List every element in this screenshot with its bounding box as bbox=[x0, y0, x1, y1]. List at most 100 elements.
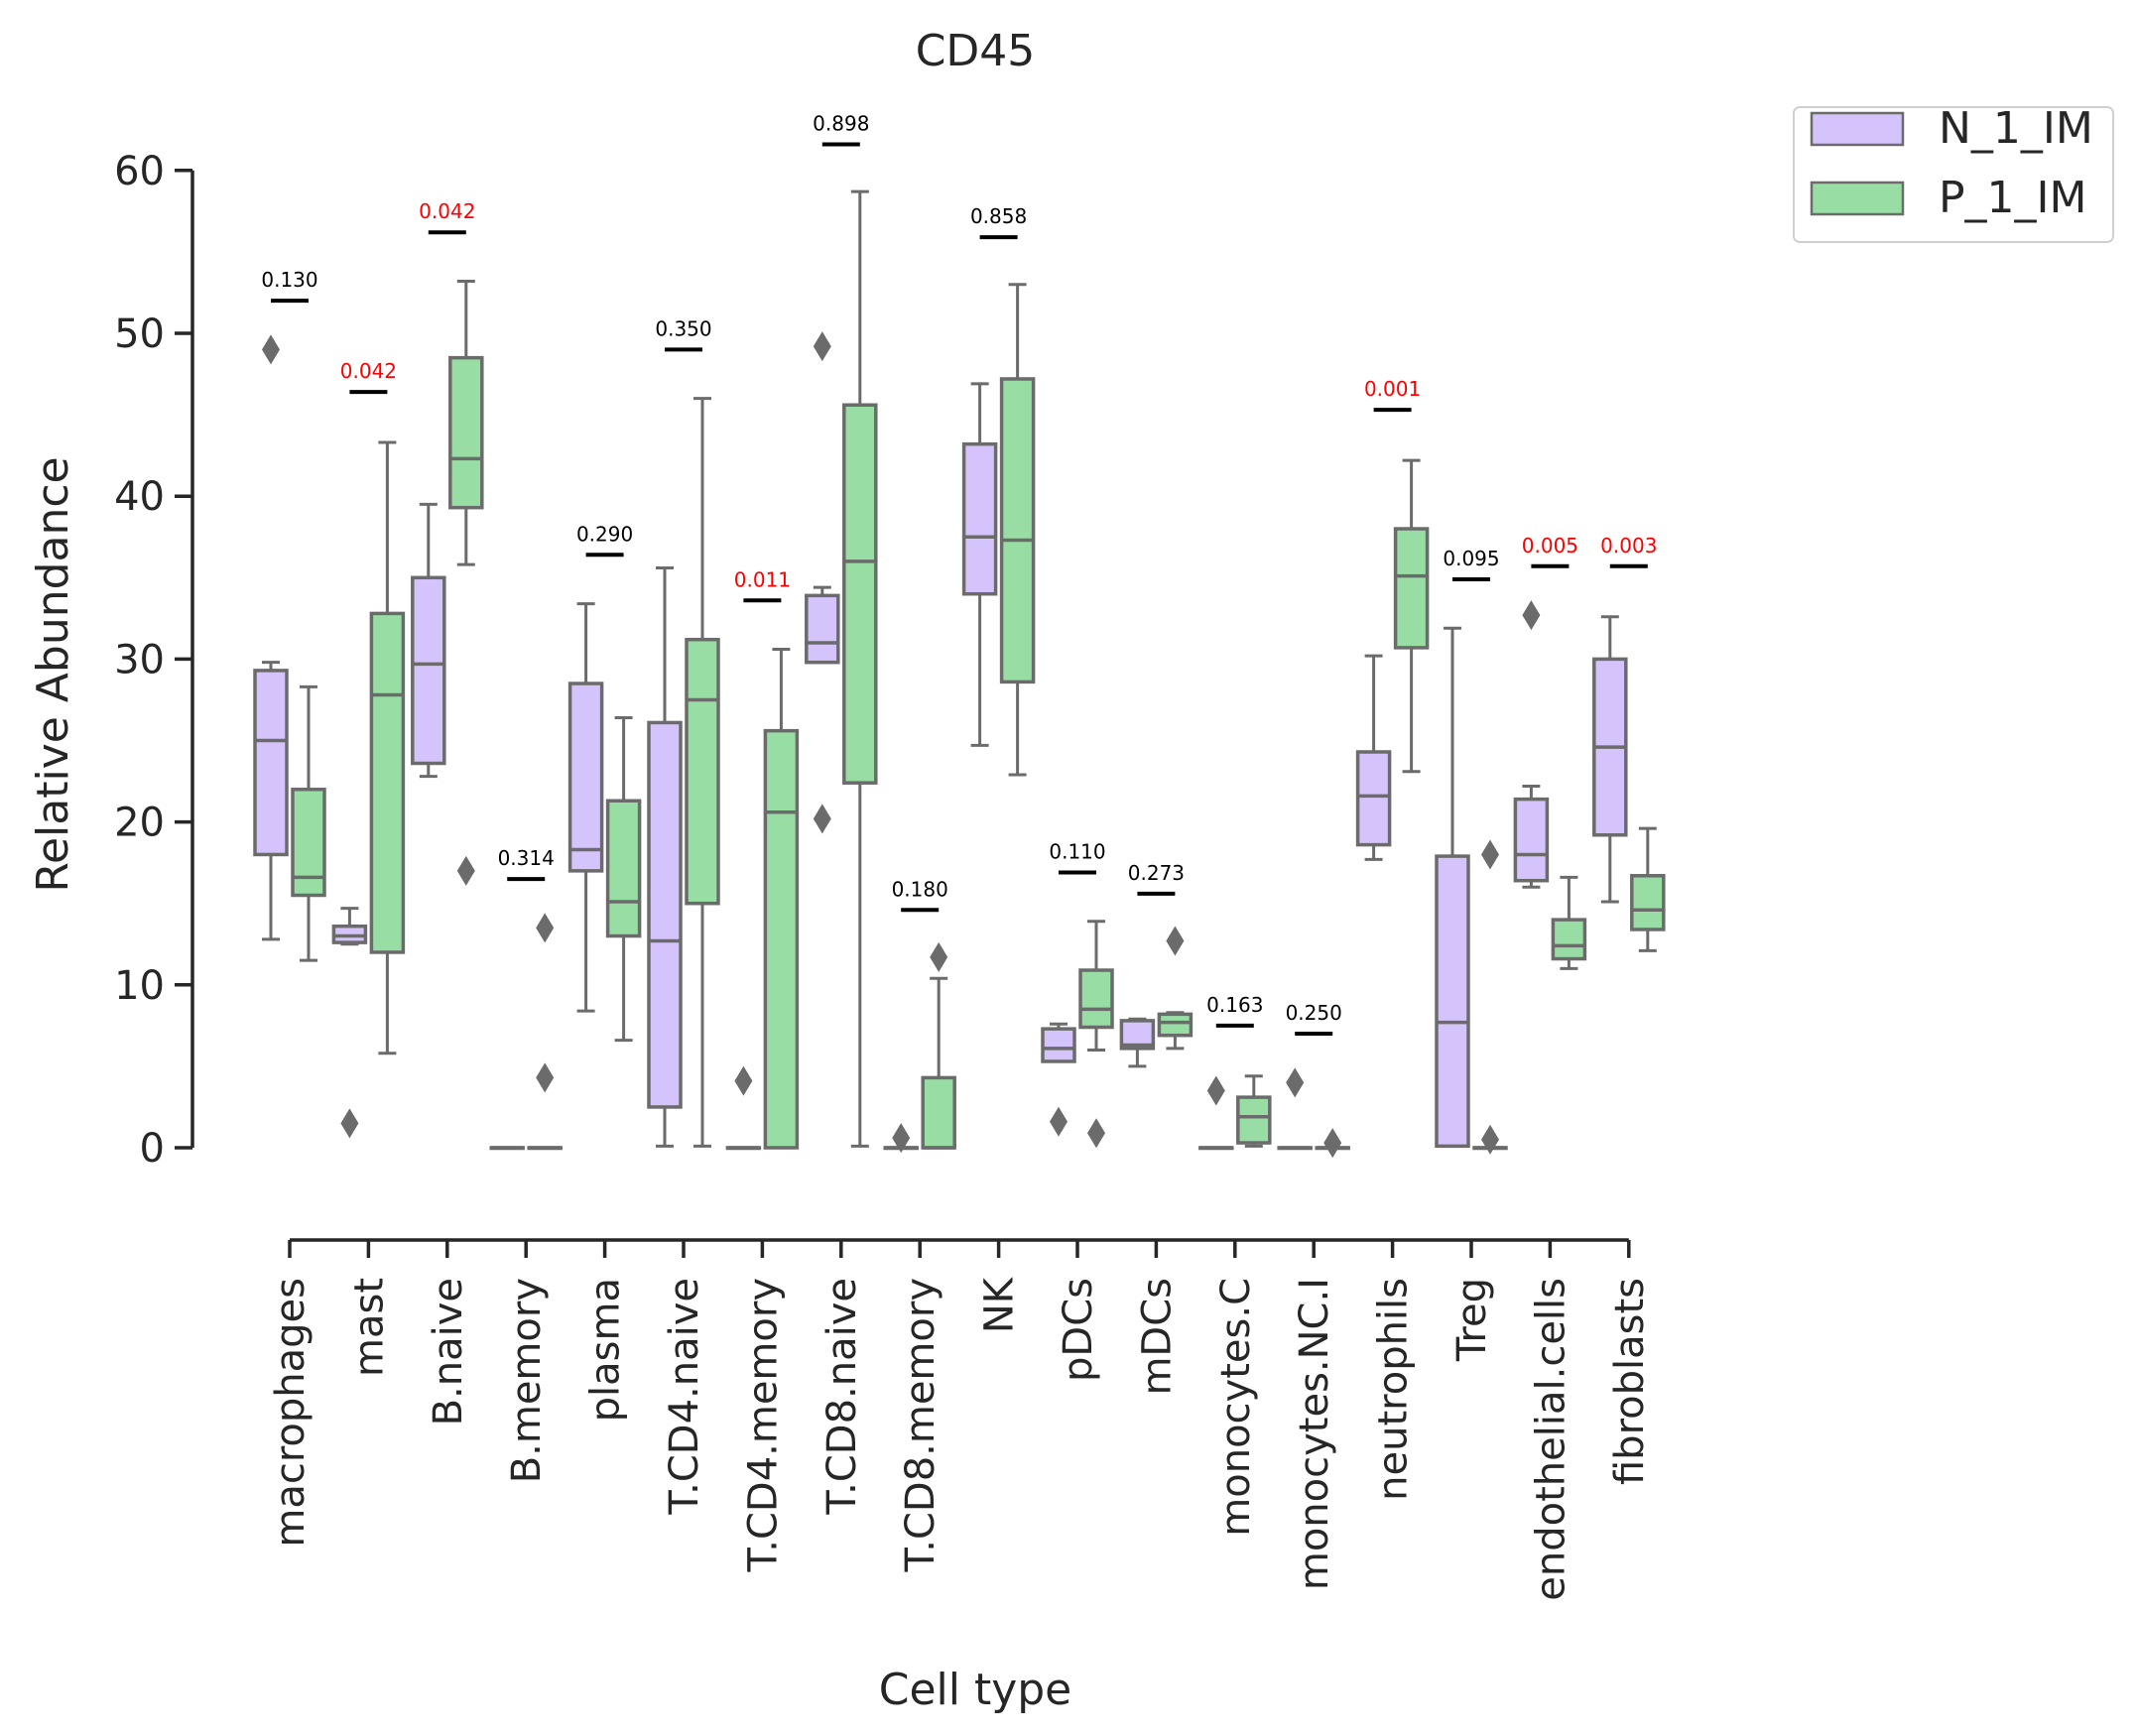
x-tick-label-mDCs: mDCs bbox=[1134, 1278, 1180, 1396]
box-P_1_IM-T.CD4.naive bbox=[685, 397, 720, 1148]
box-iqr bbox=[605, 799, 642, 938]
x-tick-label-neutrophils: neutrophils bbox=[1371, 1278, 1417, 1501]
pvalue-label-plasma: 0.290 bbox=[576, 522, 633, 546]
outlier-0 bbox=[1050, 1106, 1068, 1137]
pvalue-label-monocytes.NC.I: 0.250 bbox=[1286, 1001, 1342, 1025]
pvalue-label-fibroblasts: 0.003 bbox=[1600, 534, 1657, 558]
y-tick-label-30: 30 bbox=[114, 637, 165, 682]
pvalue-label-B.naive: 0.042 bbox=[419, 199, 475, 223]
outlier-1 bbox=[813, 804, 831, 834]
pvalue-label-neutrophils: 0.001 bbox=[1364, 377, 1421, 401]
outlier-0 bbox=[536, 913, 555, 943]
x-tick-label-T.CD4.memory: T.CD4.memory bbox=[740, 1278, 786, 1572]
pvalue-label-monocytes.C: 0.163 bbox=[1206, 993, 1263, 1017]
outlier-0 bbox=[892, 1123, 911, 1154]
box-iqr bbox=[1236, 1095, 1272, 1145]
x-tick-label-B.naive: B.naive bbox=[426, 1278, 471, 1426]
box-P_1_IM-NK bbox=[999, 283, 1036, 777]
legend-label-p1im: P_1_IM bbox=[1939, 173, 2086, 223]
outlier-0 bbox=[456, 855, 475, 886]
box-iqr bbox=[1078, 968, 1114, 1030]
box-N_1_IM-T.CD4.naive bbox=[647, 565, 683, 1148]
box-P_1_IM-fibroblasts bbox=[1630, 826, 1666, 952]
outlier-0 bbox=[1286, 1067, 1305, 1098]
box-N_1_IM-fibroblasts bbox=[1592, 615, 1628, 904]
pvalue-label-endothelial.cells: 0.005 bbox=[1522, 534, 1578, 558]
box-P_1_IM-Treg bbox=[1472, 839, 1508, 1155]
x-tick-label-Treg: Treg bbox=[1449, 1278, 1495, 1362]
box-P_1_IM-B.memory bbox=[527, 913, 563, 1151]
x-tick-label-pDCs: pDCs bbox=[1056, 1278, 1101, 1382]
outlier-0 bbox=[1206, 1075, 1225, 1106]
x-tick-label-plasma: plasma bbox=[583, 1278, 629, 1422]
pvalue-label-pDCs: 0.110 bbox=[1049, 840, 1105, 864]
x-axis-title: Cell type bbox=[879, 1665, 1072, 1715]
box-iqr bbox=[685, 637, 720, 906]
box-P_1_IM-T.CD8.naive bbox=[842, 189, 878, 1148]
box-iqr bbox=[999, 377, 1036, 684]
legend: N_1_IM P_1_IM bbox=[1793, 103, 2114, 243]
box-N_1_IM-mast bbox=[331, 907, 368, 1139]
box-N_1_IM-endothelial.cells bbox=[1513, 600, 1550, 889]
box-P_1_IM-mast bbox=[369, 440, 406, 1055]
y-tick-label-40: 40 bbox=[114, 474, 165, 520]
outlier-0 bbox=[1323, 1128, 1342, 1159]
box-iqr bbox=[961, 441, 998, 596]
box-P_1_IM-T.CD4.memory bbox=[763, 648, 800, 1150]
box-N_1_IM-B.naive bbox=[411, 502, 446, 779]
pvalue-label-Treg: 0.095 bbox=[1443, 547, 1499, 570]
box-N_1_IM-NK bbox=[961, 382, 998, 747]
box-N_1_IM-T.CD8.naive bbox=[805, 331, 840, 834]
outlier-0 bbox=[930, 941, 948, 972]
box-P_1_IM-mDCs bbox=[1157, 926, 1194, 1051]
x-tick-label-monocytes.NC.I: monocytes.NC.I bbox=[1292, 1278, 1337, 1590]
outlier-1 bbox=[536, 1062, 555, 1093]
x-tick-label-mast: mast bbox=[346, 1278, 392, 1377]
outlier-0 bbox=[1087, 1118, 1105, 1149]
box-iqr bbox=[291, 788, 326, 898]
y-tick-label-50: 50 bbox=[114, 311, 165, 357]
chart-title: CD45 bbox=[916, 26, 1036, 76]
box-iqr bbox=[1630, 874, 1666, 931]
outlier-0 bbox=[1522, 600, 1541, 631]
x-tick-label-T.CD4.naive: T.CD4.naive bbox=[662, 1278, 707, 1516]
legend-swatch-n1im bbox=[1810, 111, 1905, 147]
box-iqr bbox=[411, 575, 446, 766]
box-iqr bbox=[1513, 797, 1550, 883]
box-iqr bbox=[567, 682, 604, 873]
y-tick-label-0: 0 bbox=[140, 1126, 165, 1172]
y-tick-label-20: 20 bbox=[114, 801, 165, 846]
box-N_1_IM-Treg bbox=[1435, 626, 1470, 1149]
pvalue-label-mast: 0.042 bbox=[340, 359, 397, 383]
box-P_1_IM-B.naive bbox=[448, 279, 484, 886]
box-N_1_IM-pDCs bbox=[1041, 1022, 1076, 1137]
box-P_1_IM-endothelial.cells bbox=[1551, 875, 1587, 970]
pvalue-label-T.CD4.memory: 0.011 bbox=[734, 567, 791, 591]
box-iqr bbox=[842, 403, 878, 785]
x-tick-label-endothelial.cells: endothelial.cells bbox=[1528, 1278, 1573, 1601]
legend-label-n1im: N_1_IM bbox=[1939, 103, 2093, 154]
pvalue-label-T.CD8.memory: 0.180 bbox=[892, 877, 948, 901]
outlier-0 bbox=[1481, 839, 1499, 870]
box-N_1_IM-monocytes.C bbox=[1198, 1075, 1234, 1151]
x-tick-label-fibroblasts: fibroblasts bbox=[1607, 1278, 1653, 1485]
outlier-0 bbox=[262, 334, 280, 365]
box-N_1_IM-T.CD8.memory bbox=[883, 1123, 919, 1154]
x-tick-label-T.CD8.naive: T.CD8.naive bbox=[819, 1278, 865, 1516]
pvalue-label-NK: 0.858 bbox=[970, 204, 1027, 228]
legend-swatch-p1im bbox=[1810, 181, 1905, 216]
y-tick-label-60: 60 bbox=[114, 149, 165, 194]
x-tick-label-monocytes.C: monocytes.C bbox=[1213, 1278, 1259, 1537]
pvalue-label-T.CD8.naive: 0.898 bbox=[813, 112, 869, 136]
box-iqr bbox=[763, 728, 800, 1150]
box-P_1_IM-macrophages bbox=[291, 684, 326, 962]
x-tick-label-B.memory: B.memory bbox=[504, 1278, 550, 1483]
box-N_1_IM-macrophages bbox=[253, 334, 289, 941]
box-P_1_IM-T.CD8.memory bbox=[921, 941, 956, 1150]
box-P_1_IM-monocytes.NC.I bbox=[1315, 1128, 1350, 1159]
plot-area: 0 10 20 30 40 50 60 macrophages mast B.naive B.mem… bbox=[114, 112, 1666, 1601]
box-N_1_IM-monocytes.NC.I bbox=[1277, 1067, 1313, 1151]
outlier-0 bbox=[340, 1108, 359, 1139]
box-P_1_IM-pDCs bbox=[1078, 920, 1114, 1149]
box-N_1_IM-B.memory bbox=[489, 1146, 525, 1151]
